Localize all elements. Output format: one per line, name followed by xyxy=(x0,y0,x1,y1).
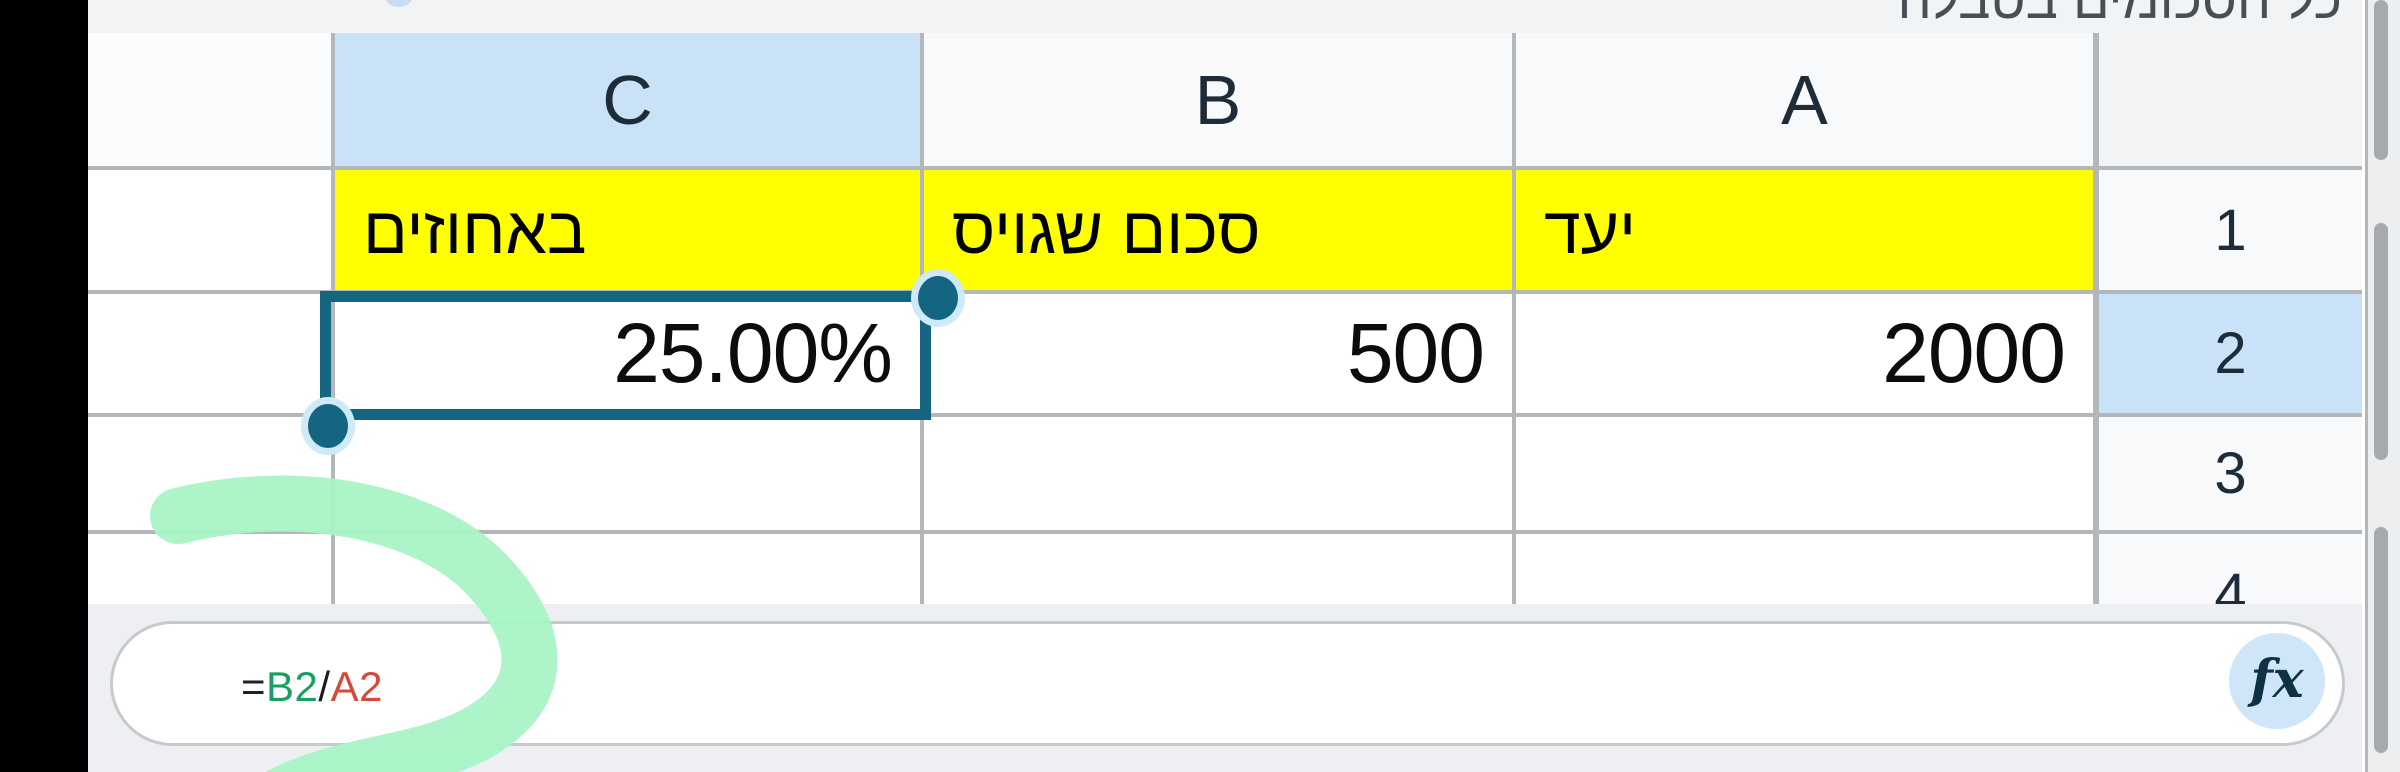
column-header-c[interactable]: C xyxy=(335,33,920,166)
cell-selection-box[interactable] xyxy=(320,291,931,420)
cell-b3[interactable] xyxy=(924,417,1512,530)
corner-cell xyxy=(2099,33,2362,166)
column-header-a[interactable]: A xyxy=(1516,33,2093,166)
fx-icon: fx xyxy=(2250,648,2304,710)
cell-c1[interactable]: באחוזים xyxy=(335,170,920,290)
cell-c2[interactable]: 25.00% xyxy=(335,294,920,413)
selection-handle-bottom[interactable] xyxy=(301,397,355,455)
cell-c3[interactable] xyxy=(335,417,920,530)
formula-segment: / xyxy=(318,662,331,710)
row-header-3[interactable]: 3 xyxy=(2099,417,2362,530)
cell-a1[interactable]: יעד xyxy=(1516,170,2093,290)
toolbar-button-clipped xyxy=(384,0,414,7)
clipped-heading-text: כל הסכומים בטבלה xyxy=(1897,0,2342,30)
row-header-1[interactable]: 1 xyxy=(2099,170,2362,290)
column-header-b[interactable]: B xyxy=(924,33,1512,166)
fx-button[interactable]: fx xyxy=(2229,633,2325,729)
scrollbar-thumb[interactable] xyxy=(2374,527,2388,753)
formula-text: = B2/A2 xyxy=(241,624,383,749)
cell-d3[interactable] xyxy=(88,417,331,530)
formula-segment: = xyxy=(241,662,267,710)
top-bar: כל הסכומים בטבלה xyxy=(88,0,2362,33)
selection-handle-top[interactable] xyxy=(911,269,965,327)
cell-b1[interactable]: סכום שגויס xyxy=(924,170,1512,290)
screen-edge-black-strip xyxy=(0,0,88,772)
scrollbar-thumb[interactable] xyxy=(2374,0,2388,160)
formula-segment: A2 xyxy=(330,662,383,710)
cell-d1[interactable] xyxy=(88,170,331,290)
scrollbar-thumb[interactable] xyxy=(2374,223,2388,460)
formula-segment: B2 xyxy=(266,662,319,710)
column-header-partial[interactable] xyxy=(88,33,331,166)
cell-b2[interactable]: 500 xyxy=(924,294,1512,413)
formula-input[interactable]: = B2/A2 xyxy=(110,621,2345,746)
cell-d2[interactable] xyxy=(88,294,331,413)
cell-a3[interactable] xyxy=(1516,417,2093,530)
row-header-2[interactable]: 2 xyxy=(2099,294,2362,413)
cell-a2[interactable]: 2000 xyxy=(1516,294,2093,413)
